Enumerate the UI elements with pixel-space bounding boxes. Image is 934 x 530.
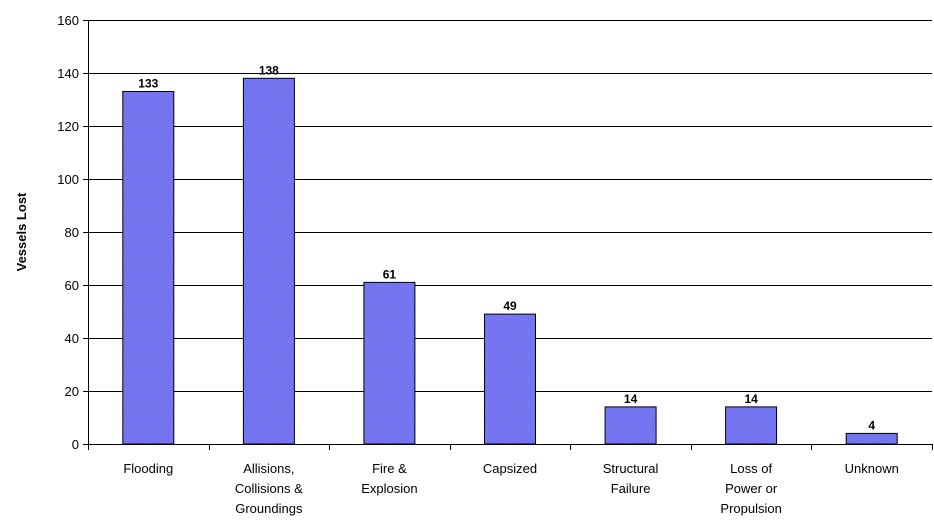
- x-category-label: Unknown: [845, 461, 899, 476]
- x-category-label-line: Groundings: [235, 501, 303, 516]
- x-category-label-line: Capsized: [483, 461, 537, 476]
- bar: [725, 406, 778, 445]
- bar: [122, 91, 175, 445]
- y-tick-labels: 0 20 40 60 80 100 120 140 160: [57, 13, 79, 452]
- data-label: 14: [744, 392, 758, 406]
- x-category-label-line: Structural: [603, 461, 659, 476]
- data-label: 61: [383, 267, 397, 281]
- y-tick-label: 140: [57, 66, 79, 81]
- x-category-label: Structural Failure: [603, 461, 659, 496]
- y-tick-label: 100: [57, 172, 79, 187]
- y-tick-label: 160: [57, 13, 79, 28]
- x-category-label-line: Power or: [725, 481, 778, 496]
- x-category-label-line: Flooding: [123, 461, 173, 476]
- x-category-label-line: Allisions,: [243, 461, 294, 476]
- x-category-label-line: Propulsion: [720, 501, 781, 516]
- data-label: 138: [259, 63, 279, 77]
- data-label: 49: [503, 299, 517, 313]
- y-tick-label: 120: [57, 119, 79, 134]
- data-label: 4: [868, 418, 875, 432]
- bar: [363, 281, 416, 445]
- bar: [604, 406, 657, 445]
- x-category-label: Loss of Power or Propulsion: [720, 461, 781, 516]
- x-category-label-line: Unknown: [845, 461, 899, 476]
- bar: [845, 432, 898, 445]
- bar: [242, 77, 295, 445]
- x-category-label: Capsized: [483, 461, 537, 476]
- x-category-label: Allisions, Collisions & Groundings: [235, 461, 303, 516]
- y-axis-title: Vessels Lost: [14, 192, 29, 271]
- x-category-label: Fire & Explosion: [361, 461, 417, 496]
- axes: [83, 20, 933, 450]
- x-category-label-line: Failure: [611, 481, 651, 496]
- x-category-label-line: Explosion: [361, 481, 417, 496]
- x-category-label-line: Loss of: [730, 461, 772, 476]
- data-label: 14: [624, 392, 638, 406]
- bar: [484, 313, 536, 445]
- x-category-label-line: Collisions &: [235, 481, 303, 496]
- y-tick-label: 80: [65, 225, 79, 240]
- x-category-label: Flooding: [123, 461, 173, 476]
- gridlines: [88, 20, 932, 392]
- y-tick-label: 0: [72, 437, 79, 452]
- bars: [122, 77, 898, 445]
- x-category-labels: Flooding Allisions, Collisions & Groundings…: [123, 461, 898, 516]
- data-labels: 133 138 61 49 14 14 4: [138, 63, 875, 432]
- y-tick-label: 60: [65, 278, 79, 293]
- y-tick-label: 40: [65, 331, 79, 346]
- data-label: 133: [138, 77, 158, 91]
- x-category-label-line: Fire &: [372, 461, 407, 476]
- y-tick-label: 20: [65, 384, 79, 399]
